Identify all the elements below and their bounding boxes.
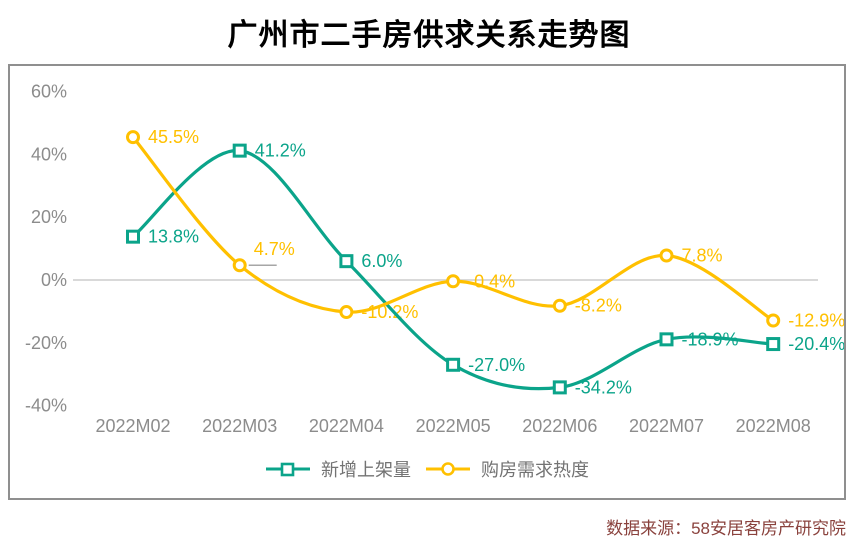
legend-square-marker-icon bbox=[266, 462, 310, 477]
legend-label-buyer-demand: 购房需求热度 bbox=[481, 460, 589, 480]
y-axis-tick-label: 40% bbox=[31, 144, 67, 164]
data-label: 45.5% bbox=[148, 127, 199, 147]
data-label: 4.7% bbox=[254, 239, 295, 259]
series-line bbox=[131, 149, 775, 391]
chart-frame: 60% 40% 20% 0% -20% -40% 2022M02 2022M03 2022M04… bbox=[8, 64, 846, 500]
data-point-marker-square bbox=[552, 380, 567, 395]
data-point-marker-square bbox=[232, 143, 247, 158]
data-source: 数据来源：58安居客房产研究院 bbox=[606, 519, 846, 538]
x-axis-tick-label: 2022M08 bbox=[736, 416, 811, 436]
y-axis-tick-label: -40% bbox=[25, 396, 67, 416]
y-axis-tick-label: -20% bbox=[25, 333, 67, 353]
data-label: -20.4% bbox=[788, 334, 844, 354]
data-label: -18.9% bbox=[682, 329, 739, 349]
y-axis-tick-label: 20% bbox=[31, 207, 67, 227]
legend-circle-marker-icon bbox=[426, 462, 470, 476]
legend-item-new-listings[interactable]: 新增上架量 bbox=[265, 456, 411, 482]
data-point-marker-circle bbox=[446, 274, 461, 289]
data-label: 6.0% bbox=[361, 251, 402, 271]
data-label: 7.8% bbox=[682, 246, 723, 266]
x-axis-tick-label: 2022M07 bbox=[629, 416, 704, 436]
legend-label-new-listings: 新增上架量 bbox=[321, 460, 411, 480]
x-axis-tick-label: 2022M04 bbox=[309, 416, 384, 436]
legend-item-buyer-demand[interactable]: 购房需求热度 bbox=[425, 456, 589, 482]
line-chart-plot: 60% 40% 20% 0% -20% -40% 2022M02 2022M03 2022M04… bbox=[25, 82, 844, 436]
y-axis-tick-label: 0% bbox=[41, 270, 67, 290]
data-label: -8.2% bbox=[575, 296, 622, 316]
data-point-marker-circle bbox=[339, 305, 354, 320]
data-point-marker-square bbox=[659, 332, 674, 347]
data-point-marker-square bbox=[446, 357, 461, 372]
data-label: -27.0% bbox=[468, 355, 525, 375]
series-line bbox=[131, 135, 775, 323]
data-point-marker-circle bbox=[766, 313, 781, 328]
data-point-marker-square bbox=[766, 337, 781, 352]
x-axis-tick-label: 2022M06 bbox=[522, 416, 597, 436]
data-label: -34.2% bbox=[575, 377, 632, 397]
x-axis-tick-label: 2022M05 bbox=[416, 416, 491, 436]
data-point-marker-square bbox=[126, 229, 140, 244]
x-axis-tick-label: 2022M03 bbox=[202, 416, 277, 436]
data-point-marker-circle bbox=[126, 130, 140, 145]
data-point-marker-circle bbox=[552, 298, 567, 313]
data-point-marker-square bbox=[339, 254, 354, 269]
page-title: 广州市二手房供求关系走势图 bbox=[227, 19, 631, 52]
data-label: 13.8% bbox=[148, 227, 199, 247]
x-axis-tick-label: 2022M02 bbox=[95, 416, 170, 436]
data-label: -12.9% bbox=[788, 311, 844, 331]
data-label: 41.2% bbox=[255, 141, 306, 161]
data-point-marker-circle bbox=[659, 248, 674, 263]
y-axis-tick-label: 60% bbox=[31, 82, 67, 102]
data-point-marker-circle bbox=[232, 258, 247, 273]
data-label: -10.2% bbox=[361, 302, 418, 322]
chart-legend: 新增上架量 购房需求热度 bbox=[10, 456, 844, 482]
